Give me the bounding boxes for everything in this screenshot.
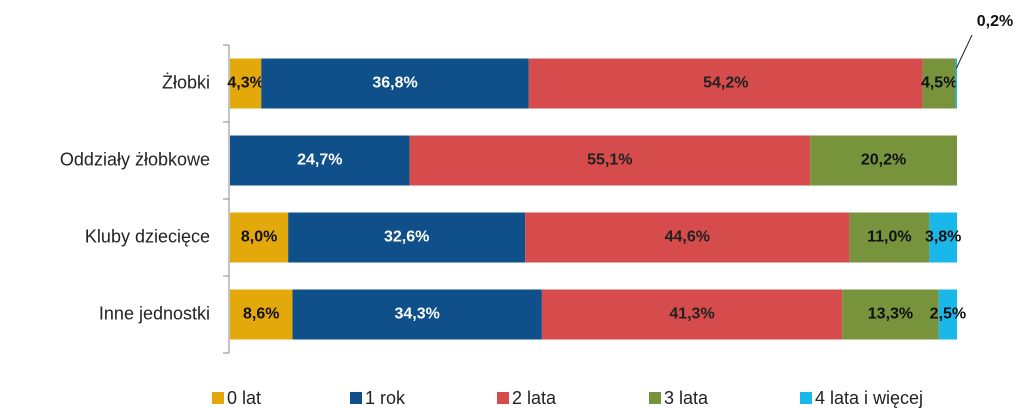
legend-label: 4 lata i więcej (815, 388, 923, 408)
bar-segment (842, 289, 939, 340)
bar-segment (810, 135, 957, 186)
leader-line (955, 34, 973, 69)
value-label: 24,7% (297, 152, 342, 169)
legend-label: 3 lata (664, 388, 709, 408)
value-label: 3,8% (925, 229, 961, 246)
category-label: Inne jednostki (99, 303, 210, 323)
category-label: Żłobki (162, 72, 210, 92)
bar-segment (261, 58, 529, 109)
value-label: 36,8% (372, 75, 417, 92)
value-label: 8,6% (243, 306, 279, 323)
bar-segment (541, 289, 843, 340)
category-label: Oddziały żłobkowe (60, 149, 210, 169)
value-label: 32,6% (384, 229, 429, 246)
bar-segment (849, 212, 930, 263)
legend-swatch (800, 392, 812, 404)
value-label: 2,5% (930, 306, 966, 323)
bar-segment (230, 212, 289, 263)
value-label: 4,5% (921, 75, 957, 92)
legend-swatch (649, 392, 661, 404)
bar-segment (292, 289, 542, 340)
bar-segment (955, 58, 957, 109)
value-label: 55,1% (587, 152, 632, 169)
bar-segment (929, 212, 957, 263)
bar-segment (288, 212, 526, 263)
bar-segment (409, 135, 811, 186)
value-label: 4,3% (227, 75, 263, 92)
legend-swatch (212, 392, 224, 404)
value-label: 41,3% (669, 306, 714, 323)
legend-swatch (350, 392, 362, 404)
value-label: 54,2% (703, 75, 748, 92)
category-label: Kluby dziecięce (85, 226, 210, 246)
bar-segment (938, 289, 957, 340)
legend-label: 0 lat (227, 388, 261, 408)
legend-swatch (497, 392, 509, 404)
bar-segment (230, 289, 293, 340)
bar-segment (230, 58, 262, 109)
value-label: 11,0% (867, 229, 911, 246)
value-label: 34,3% (395, 306, 440, 323)
bar-segment (230, 135, 410, 186)
value-label: 20,2% (861, 152, 906, 169)
value-label: 8,0% (241, 229, 277, 246)
value-label: 13,3% (868, 306, 913, 323)
bar-segment (922, 58, 956, 109)
legend-label: 1 rok (365, 388, 406, 408)
legend-label: 2 lata (512, 388, 557, 408)
value-label: 44,6% (665, 229, 710, 246)
value-label: 0,2% (977, 13, 1013, 30)
bar-segment (528, 58, 923, 109)
bar-segment (525, 212, 850, 263)
